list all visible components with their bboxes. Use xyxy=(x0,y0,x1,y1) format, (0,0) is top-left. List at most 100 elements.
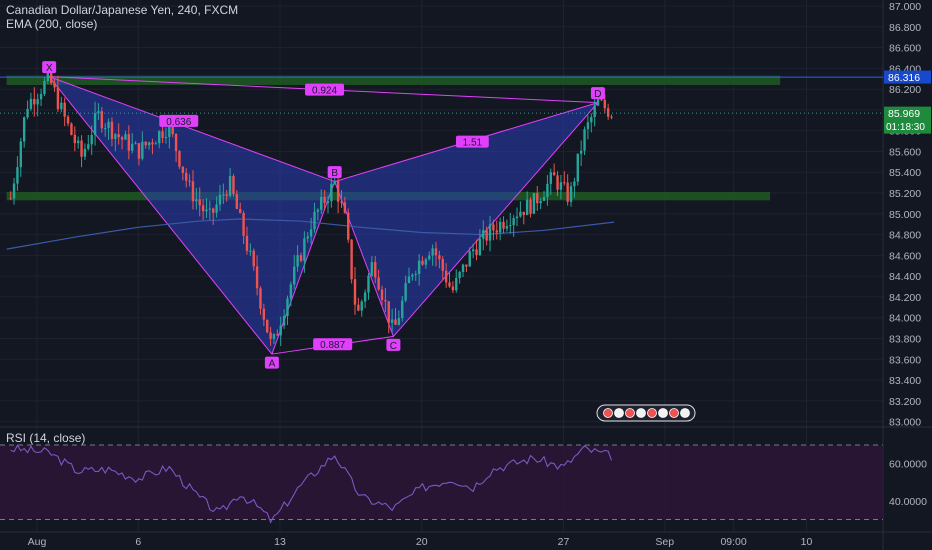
candle-body xyxy=(569,186,573,202)
candle-body xyxy=(161,131,164,138)
price-tick-label: 86.600 xyxy=(889,43,921,55)
bar-countdown-text: 01:18:30 xyxy=(886,122,925,133)
price-tick-label: 85.600 xyxy=(889,146,921,158)
pattern-ratio-badge xyxy=(159,114,199,127)
candle-body xyxy=(552,172,556,176)
candle-body xyxy=(583,129,586,151)
candle-body xyxy=(515,216,519,219)
candle-body xyxy=(377,277,380,290)
candle-body xyxy=(357,304,360,311)
candle-body xyxy=(600,99,603,101)
candle-body xyxy=(390,319,394,323)
price-tick-label: 84.000 xyxy=(889,313,921,325)
candle-body xyxy=(590,117,593,123)
candle-body xyxy=(93,113,97,135)
candle-body xyxy=(76,140,80,144)
last-price-badge xyxy=(884,106,931,134)
price-axis-background xyxy=(883,0,932,550)
candle-body xyxy=(195,199,198,202)
candle-body xyxy=(134,143,137,145)
candle-body xyxy=(596,99,600,106)
candles xyxy=(9,65,613,347)
pattern-ratio-label: 0.924 xyxy=(312,86,337,97)
candle-body xyxy=(502,221,505,229)
candle-body xyxy=(303,238,306,261)
candle-body xyxy=(559,182,563,190)
candle-body xyxy=(532,193,536,214)
price-tick-label: 87.000 xyxy=(889,1,921,13)
candle-body xyxy=(208,208,212,210)
candle-body xyxy=(296,255,299,267)
candle-body xyxy=(239,208,242,213)
candle-body xyxy=(421,260,424,265)
price-tick-label: 83.200 xyxy=(889,396,921,408)
candle-body xyxy=(245,235,249,251)
candle-body xyxy=(431,248,434,256)
candle-body xyxy=(563,182,566,184)
rsi-line xyxy=(10,444,613,524)
candle-body xyxy=(103,128,107,130)
candle-body xyxy=(455,277,458,291)
resistance-price-text: 86.316 xyxy=(888,72,920,84)
candle-body xyxy=(434,248,438,256)
candle-body xyxy=(387,301,390,323)
candle-body xyxy=(380,289,384,301)
candle-body xyxy=(49,71,53,84)
rsi-label[interactable]: RSI (14, close) xyxy=(6,431,86,445)
pattern-point-badge xyxy=(386,338,401,351)
pattern-point-badge xyxy=(327,166,342,179)
candle-body xyxy=(12,183,16,199)
candle-body xyxy=(424,259,428,265)
candle-body xyxy=(168,123,171,137)
candle-body xyxy=(525,199,529,216)
candle-body xyxy=(212,208,215,213)
pattern-point-x: X xyxy=(46,63,53,74)
price-tick-label: 85.400 xyxy=(889,167,921,179)
ema-line xyxy=(6,218,615,250)
candle-body xyxy=(225,194,228,196)
pattern-point-badge xyxy=(590,87,605,100)
candle-body xyxy=(441,259,444,271)
chart-title: Canadian Dollar/Japanese Yen, 240, FXCM xyxy=(6,3,239,17)
pattern-point-d: D xyxy=(594,89,601,100)
candle-body xyxy=(384,300,387,302)
price-tick-label: 83.600 xyxy=(889,354,921,366)
ema-label[interactable]: EMA (200, close) xyxy=(6,17,98,31)
candle-body xyxy=(83,148,87,157)
candle-body xyxy=(63,102,66,117)
candle-body xyxy=(401,300,404,319)
watermark-dot-icon xyxy=(614,408,624,418)
candle-body xyxy=(127,134,131,151)
time-tick-label: 09:00 xyxy=(720,536,746,548)
candle-body xyxy=(100,111,104,129)
candle-body xyxy=(141,141,144,159)
candle-body xyxy=(370,262,374,276)
candle-body xyxy=(495,230,498,233)
candle-body xyxy=(188,180,191,182)
candle-body xyxy=(576,153,579,182)
watermark-dot-icon xyxy=(669,408,679,418)
candle-body xyxy=(326,201,330,203)
candle-body xyxy=(498,221,502,233)
candle-body xyxy=(266,319,269,333)
time-tick-label: 13 xyxy=(274,536,286,548)
candle-body xyxy=(198,199,201,206)
candle-body xyxy=(120,137,124,140)
candle-body xyxy=(171,123,174,134)
candle-body xyxy=(404,283,407,301)
rsi-tick-label: 40.0000 xyxy=(889,496,927,508)
candle-body xyxy=(232,176,235,195)
candle-body xyxy=(87,144,90,149)
candle-body xyxy=(269,332,272,339)
pattern-point-a: A xyxy=(269,359,276,370)
candle-body xyxy=(228,176,232,196)
watermark-dot-icon xyxy=(625,408,635,418)
candle-body xyxy=(313,211,316,230)
candle-body xyxy=(478,238,482,255)
candle-body xyxy=(114,134,117,139)
price-tick-label: 85.200 xyxy=(889,188,921,200)
watermark-dot-icon xyxy=(603,408,613,418)
price-tick-label: 84.600 xyxy=(889,250,921,262)
